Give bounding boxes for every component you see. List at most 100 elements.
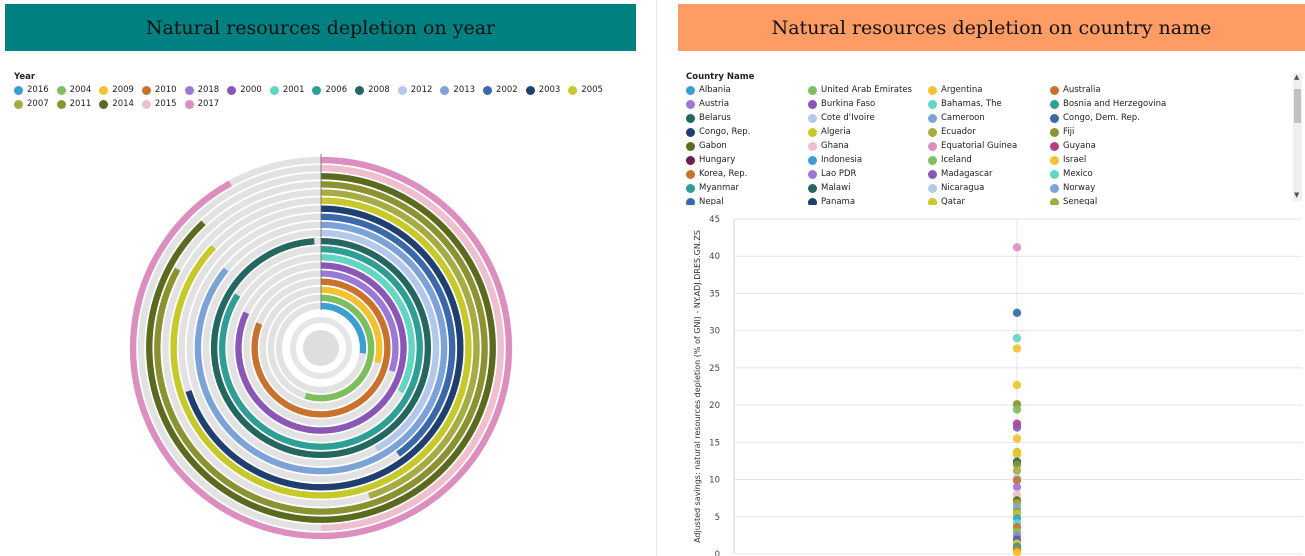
scatter-point[interactable] xyxy=(1012,380,1022,390)
year-legend-item[interactable]: 2014 xyxy=(99,99,134,109)
scatter-point[interactable] xyxy=(1012,423,1022,432)
country-legend-item[interactable]: Equatorial Guinea xyxy=(928,141,1017,151)
country-legend-item[interactable]: Algeria xyxy=(808,127,851,137)
scroll-thumb[interactable] xyxy=(1294,89,1301,123)
country-legend-item[interactable]: Austria xyxy=(686,99,729,109)
country-legend-item[interactable]: Cameroon xyxy=(928,113,985,123)
country-legend-item[interactable]: Bahamas, The xyxy=(928,99,1002,109)
radial-bar-2008[interactable] xyxy=(210,237,432,459)
year-legend-item[interactable]: 2005 xyxy=(568,85,603,95)
scatter-point[interactable] xyxy=(1012,476,1022,485)
legend-dot-icon xyxy=(1050,169,1059,179)
year-legend-item[interactable]: 2000 xyxy=(227,85,262,95)
scatter-point[interactable] xyxy=(1012,482,1022,492)
country-legend-item[interactable]: Belarus xyxy=(686,113,731,123)
radial-bar-2007[interactable] xyxy=(320,189,480,499)
country-legend-item[interactable]: United Arab Emirates xyxy=(808,85,912,95)
legend-scrollbar[interactable]: ▲ ▼ xyxy=(1293,73,1302,201)
country-legend-item[interactable]: Fiji xyxy=(1050,127,1074,137)
radial-bar-2016[interactable] xyxy=(320,302,367,354)
radial-bar-2004[interactable] xyxy=(304,294,375,402)
legend-dot-icon xyxy=(184,99,194,109)
country-legend-item[interactable]: Iceland xyxy=(928,155,972,165)
country-legend-item[interactable]: Madagascar xyxy=(928,169,993,179)
country-legend-item[interactable]: Nepal xyxy=(686,197,724,205)
country-legend-item[interactable]: Nicaragua xyxy=(928,183,984,193)
year-legend-item[interactable]: 2010 xyxy=(141,85,177,95)
radial-bar-2002[interactable] xyxy=(320,213,456,457)
year-legend-item[interactable]: 2004 xyxy=(56,85,91,95)
country-legend-item[interactable]: Malawi xyxy=(808,183,850,193)
scroll-up-arrow-icon[interactable]: ▲ xyxy=(1294,73,1300,81)
year-legend-item[interactable]: 2003 xyxy=(525,85,560,95)
radial-bar-2001[interactable] xyxy=(320,254,415,394)
scatter-point[interactable] xyxy=(1012,466,1022,475)
radial-bar-2009[interactable] xyxy=(320,286,383,364)
scatter-point[interactable] xyxy=(1012,434,1022,443)
radial-bar-2017[interactable] xyxy=(129,156,513,540)
country-legend-item[interactable]: Congo, Rep. xyxy=(686,127,750,137)
country-legend-item[interactable]: Indonesia xyxy=(808,155,862,165)
scatter-point[interactable] xyxy=(1012,450,1022,459)
scatter-point[interactable] xyxy=(1012,490,1022,499)
radial-bar-2010[interactable] xyxy=(251,278,391,418)
year-legend-item[interactable]: 2011 xyxy=(56,99,91,109)
country-legend-item[interactable]: Congo, Dem. Rep. xyxy=(1050,113,1140,123)
year-legend-item[interactable]: 2007 xyxy=(14,99,49,109)
radial-bar-2015[interactable] xyxy=(320,164,504,532)
year-legend-item[interactable]: 2001 xyxy=(269,85,304,95)
country-legend-item[interactable]: Australia xyxy=(1050,85,1101,95)
year-legend-item[interactable]: 2012 xyxy=(397,85,432,95)
country-legend-item[interactable]: Korea, Rep. xyxy=(686,169,747,179)
year-legend-item[interactable]: 2018 xyxy=(184,85,219,95)
radial-bar-2003[interactable] xyxy=(185,205,464,491)
legend-dot-icon xyxy=(928,113,937,123)
year-legend-item[interactable]: 2015 xyxy=(141,99,177,109)
legend-dot-icon xyxy=(56,99,66,109)
scroll-down-arrow-icon[interactable]: ▼ xyxy=(1294,191,1300,199)
scatter-point[interactable] xyxy=(1012,344,1022,353)
country-legend-item[interactable]: Israel xyxy=(1050,155,1086,165)
year-legend-item[interactable]: 2009 xyxy=(99,85,134,95)
radial-bar-2012[interactable] xyxy=(320,229,440,452)
scatter-point[interactable] xyxy=(1012,460,1022,469)
radial-bar-2006[interactable] xyxy=(219,246,423,450)
country-legend-item[interactable]: Bosnia and Herzegovina xyxy=(1050,99,1166,109)
country-legend-item[interactable]: Gabon xyxy=(686,141,727,151)
country-legend-item[interactable]: Burkina Faso xyxy=(808,99,875,109)
country-legend-item[interactable]: Myanmar xyxy=(686,183,739,193)
country-legend-item[interactable]: Panama xyxy=(808,197,855,205)
legend-dot-icon xyxy=(440,85,450,95)
scatter-point[interactable] xyxy=(1012,333,1022,343)
country-legend-label: Mexico xyxy=(1063,169,1093,179)
radial-bar-2014[interactable] xyxy=(146,173,496,523)
country-legend-label: Nicaragua xyxy=(941,183,985,193)
country-legend-item[interactable]: Albania xyxy=(686,85,731,95)
scatter-point[interactable] xyxy=(1012,243,1022,252)
radial-bar-2005[interactable] xyxy=(170,197,472,499)
country-legend-item[interactable]: Cote d'Ivoire xyxy=(808,113,875,123)
year-legend-item[interactable]: 2002 xyxy=(483,85,518,95)
country-legend-item[interactable]: Guyana xyxy=(1050,141,1096,151)
country-legend-item[interactable]: Ecuador xyxy=(928,127,976,137)
country-legend-item[interactable]: Qatar xyxy=(928,197,965,205)
year-legend-item[interactable]: 2016 xyxy=(14,85,49,95)
country-legend-item[interactable]: Senegal xyxy=(1050,197,1097,205)
country-legend-item[interactable]: Lao PDR xyxy=(808,169,856,179)
country-legend-item[interactable]: Norway xyxy=(1050,183,1095,193)
scatter-point[interactable] xyxy=(1012,405,1022,414)
year-legend-item[interactable]: 2013 xyxy=(440,85,475,95)
country-legend-item[interactable]: Mexico xyxy=(1050,169,1093,179)
radial-bar-2011[interactable] xyxy=(154,181,488,515)
radial-bar-2000[interactable] xyxy=(235,262,407,434)
radial-bar-2018[interactable] xyxy=(320,270,399,372)
scatter-point[interactable] xyxy=(1012,308,1022,317)
country-legend-item[interactable]: Hungary xyxy=(686,155,735,165)
year-legend-item[interactable]: 2008 xyxy=(355,85,390,95)
scatter-point[interactable] xyxy=(1012,548,1022,556)
year-legend-item[interactable]: 2017 xyxy=(184,99,219,109)
country-legend-item[interactable]: Ghana xyxy=(808,141,849,151)
country-legend-item[interactable]: Argentina xyxy=(928,85,982,95)
radial-bar-2013[interactable] xyxy=(194,221,448,475)
year-legend-item[interactable]: 2006 xyxy=(312,85,347,95)
